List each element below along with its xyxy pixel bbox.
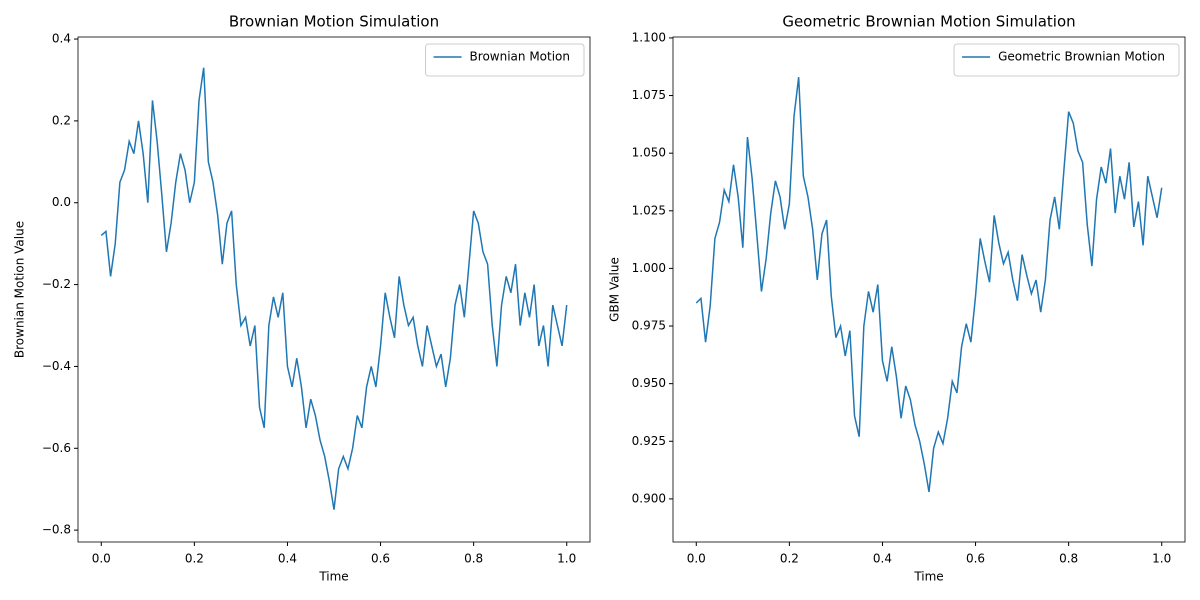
x-tick-label: 0.0 <box>687 552 706 566</box>
x-axis-label: Time <box>318 570 348 584</box>
x-tick-label: 0.0 <box>92 552 111 566</box>
line-series <box>100 67 568 510</box>
y-tick-label: 1.050 <box>632 146 666 160</box>
y-tick-label: 1.075 <box>632 88 666 102</box>
y-tick-label: 1.100 <box>632 30 666 44</box>
y-tick-label: −0.4 <box>42 359 71 373</box>
axes-frame <box>672 36 1186 543</box>
x-tick-label: 0.6 <box>371 552 390 566</box>
y-tick-label: 0.925 <box>632 434 666 448</box>
legend: Brownian Motion <box>425 43 585 77</box>
line-series <box>695 77 1163 493</box>
y-tick-label: 0.975 <box>632 319 666 333</box>
y-tick-label: 0.4 <box>52 32 71 46</box>
x-tick-label: 0.8 <box>464 552 483 566</box>
legend-label: Brownian Motion <box>470 50 570 64</box>
x-tick-label: 0.2 <box>185 552 204 566</box>
y-tick-label: −0.8 <box>42 523 71 537</box>
y-tick-label: −0.2 <box>42 277 71 291</box>
x-tick-label: 0.4 <box>873 552 892 566</box>
x-tick-label: 1.0 <box>557 552 576 566</box>
axes-frame <box>77 36 591 543</box>
y-tick-label: 1.025 <box>632 203 666 217</box>
x-tick-label: 0.2 <box>780 552 799 566</box>
y-tick-label: 0.900 <box>632 491 666 505</box>
legend-label: Geometric Brownian Motion <box>998 50 1165 64</box>
chart-title: Brownian Motion Simulation <box>229 13 439 31</box>
x-tick-label: 0.4 <box>278 552 297 566</box>
subplot: Brownian Motion Simulation Time Brownian M… <box>13 13 591 584</box>
legend-box <box>953 43 1180 77</box>
y-axis-label: GBM Value <box>608 257 622 322</box>
chart-title: Geometric Brownian Motion Simulation <box>782 13 1075 31</box>
y-tick-label: 0.2 <box>52 113 71 127</box>
x-tick-label: 1.0 <box>1152 552 1171 566</box>
legend-box <box>425 43 585 77</box>
x-axis-label: Time <box>913 570 943 584</box>
y-axis-label: Brownian Motion Value <box>13 221 27 358</box>
x-tick-label: 0.8 <box>1059 552 1078 566</box>
y-tick-label: 0.0 <box>52 195 71 209</box>
subplot: Geometric Brownian Motion Simulation Time… <box>608 13 1186 584</box>
y-tick-label: −0.6 <box>42 441 71 455</box>
y-tick-label: 1.000 <box>632 261 666 275</box>
legend: Geometric Brownian Motion <box>953 43 1180 77</box>
y-tick-label: 0.950 <box>632 376 666 390</box>
x-tick-label: 0.6 <box>966 552 985 566</box>
